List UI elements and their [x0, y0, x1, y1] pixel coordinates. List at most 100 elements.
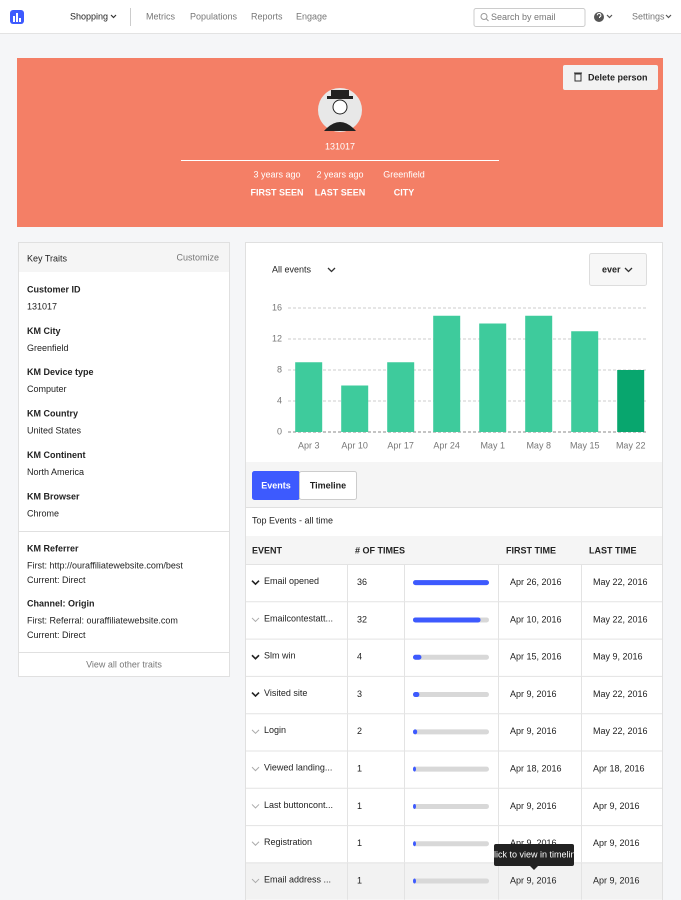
y-tick-label: 0	[277, 426, 282, 436]
last-time: May 9, 2016	[593, 652, 643, 662]
row-chevron[interactable]	[251, 878, 260, 884]
logo-bar	[16, 13, 18, 22]
row-chevron[interactable]	[251, 766, 260, 772]
progress-track	[413, 878, 489, 884]
column-header: EVENT	[252, 545, 283, 555]
chevron	[327, 267, 336, 273]
range-button[interactable]	[589, 253, 647, 286]
bar[interactable]	[525, 315, 553, 432]
bar[interactable]	[295, 362, 323, 432]
range-label: ever	[602, 264, 621, 274]
progress-track	[413, 803, 489, 809]
event-name[interactable]: Emailcontestatt...	[264, 613, 333, 623]
bar[interactable]	[479, 323, 507, 433]
progress-fill	[413, 841, 416, 847]
event-count: 1	[357, 801, 362, 811]
y-tick-label: 8	[277, 364, 282, 374]
stat-label: LAST SEEN	[315, 187, 366, 197]
progress-fill	[413, 729, 418, 735]
trait-value: First: http://ouraffiliatewebsite.com/be…	[27, 560, 183, 570]
row-chevron[interactable]	[251, 729, 260, 735]
stat-value: 3 years ago	[253, 169, 300, 179]
event-name[interactable]: Viewed landing...	[264, 763, 332, 773]
trait-value: United States	[27, 426, 82, 436]
last-time: Apr 9, 2016	[593, 875, 640, 885]
trait-value: Greenfield	[27, 343, 69, 353]
column-header: LAST TIME	[589, 545, 637, 555]
x-tick-label: Apr 10	[341, 440, 368, 450]
tooltip-box	[494, 844, 574, 866]
first-time: Apr 10, 2016	[510, 614, 562, 624]
event-name[interactable]: Registration	[264, 837, 312, 847]
avatar-face	[332, 99, 348, 115]
customize-link[interactable]: Customize	[176, 252, 219, 262]
profile-banner	[17, 58, 663, 227]
table-header	[246, 536, 662, 564]
progress-track	[413, 766, 489, 772]
first-time: Apr 18, 2016	[510, 764, 562, 774]
tab-label: Events	[261, 480, 291, 490]
nav-link[interactable]: Populations	[190, 11, 238, 21]
search-icon	[480, 13, 488, 20]
traits-title: Key Traits	[27, 253, 68, 263]
row-chevron[interactable]	[251, 804, 260, 809]
y-tick-label: 12	[272, 333, 282, 343]
delete-button[interactable]	[563, 65, 658, 90]
tab[interactable]	[299, 471, 357, 500]
bar[interactable]	[387, 362, 415, 432]
search-icon	[485, 18, 489, 22]
event-name[interactable]: Visited site	[264, 688, 307, 698]
logo[interactable]	[10, 10, 24, 24]
event-name[interactable]: Email address ...	[264, 874, 331, 884]
settings-menu[interactable]: Settings	[632, 11, 665, 21]
row-chevron[interactable]	[251, 617, 260, 623]
row-chevron[interactable]	[251, 841, 260, 846]
bar[interactable]	[617, 370, 645, 432]
event-count: 32	[357, 614, 367, 624]
event-name[interactable]: Login	[264, 725, 286, 735]
view-all-traits[interactable]: View all other traits	[86, 659, 162, 669]
first-time: Apr 26, 2016	[510, 577, 562, 587]
row-chevron[interactable]	[251, 580, 260, 586]
table-title: Top Events - all time	[252, 515, 333, 525]
progress-fill	[413, 803, 416, 809]
trait-name: KM Referrer	[27, 543, 79, 553]
x-tick-label: May 15	[570, 440, 600, 450]
event-count: 36	[357, 577, 367, 587]
search-box[interactable]	[473, 8, 586, 27]
event-filter[interactable]: All events	[272, 264, 312, 274]
tabs: Events Timeline	[252, 471, 357, 500]
x-tick-label: Apr 24	[433, 440, 460, 450]
brand-menu[interactable]: Shopping	[70, 11, 108, 21]
nav-link[interactable]: Metrics	[146, 11, 175, 21]
last-time: May 22, 2016	[593, 614, 648, 624]
event-count: 1	[357, 875, 362, 885]
progress-track	[413, 692, 489, 698]
stat-value: 2 years ago	[316, 169, 363, 179]
last-time: Apr 9, 2016	[593, 801, 640, 811]
bar[interactable]	[341, 385, 369, 433]
progress-fill	[413, 580, 489, 586]
progress-track	[413, 654, 489, 660]
last-time: May 22, 2016	[593, 689, 648, 699]
search-placeholder: Search by email	[491, 12, 556, 22]
event-count: 1	[357, 764, 362, 774]
events-table: EVENT # OF TIMES FIRST TIME LAST TIME Email …	[246, 545, 662, 900]
nav-link[interactable]: Reports	[251, 11, 283, 21]
progress-fill	[413, 617, 481, 623]
bar[interactable]	[433, 315, 461, 432]
first-time: Apr 9, 2016	[510, 726, 557, 736]
event-name[interactable]: Slm win	[264, 651, 296, 661]
bar[interactable]	[571, 331, 599, 432]
event-name[interactable]: Last buttoncont...	[264, 800, 333, 810]
event-count: 2	[357, 726, 362, 736]
stat-label: CITY	[394, 187, 415, 197]
last-time: Apr 9, 2016	[593, 838, 640, 848]
trait-value: North America	[27, 467, 84, 477]
nav-link[interactable]: Engage	[296, 11, 327, 21]
x-tick-label: Apr 3	[298, 440, 320, 450]
row-chevron[interactable]	[251, 691, 260, 698]
row-chevron[interactable]	[251, 654, 260, 660]
event-name[interactable]: Email opened	[264, 576, 319, 586]
first-time: Apr 9, 2016	[510, 875, 557, 885]
